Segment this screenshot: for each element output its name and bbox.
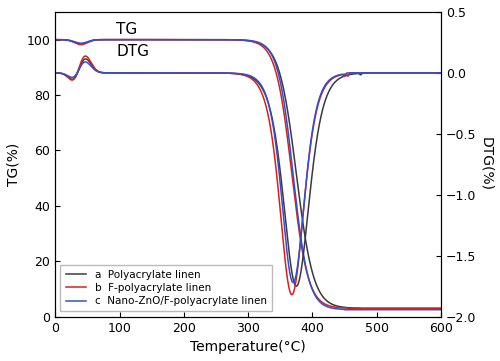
b  F-polyacrylate linen — [118, 38, 124, 42]
a  Polyacrylate linen — [358, 306, 364, 310]
a  Polyacrylate linen — [435, 306, 441, 310]
c  Nano-ZnO/F-polyacrylate linen — [198, 38, 203, 42]
a  Polyacrylate linen — [144, 38, 150, 42]
Text: TG: TG — [116, 22, 138, 37]
a  Polyacrylate linen — [225, 38, 231, 42]
c  Nano-ZnO/F-polyacrylate linen — [342, 308, 347, 312]
b  F-polyacrylate linen — [146, 38, 152, 42]
b  F-polyacrylate linen — [225, 38, 231, 42]
a  Polyacrylate linen — [146, 38, 152, 42]
b  F-polyacrylate linen — [435, 306, 441, 310]
b  F-polyacrylate linen — [142, 38, 148, 42]
c  Nano-ZnO/F-polyacrylate linen — [435, 308, 441, 312]
a  Polyacrylate linen — [438, 306, 444, 310]
c  Nano-ZnO/F-polyacrylate linen — [142, 38, 148, 42]
a  Polyacrylate linen — [52, 38, 58, 42]
b  F-polyacrylate linen — [144, 38, 150, 42]
Legend: a  Polyacrylate linen, b  F-polyacrylate linen, c  Nano-ZnO/F-polyacrylate linen: a Polyacrylate linen, b F-polyacrylate l… — [60, 265, 272, 312]
b  F-polyacrylate linen — [438, 306, 444, 310]
b  F-polyacrylate linen — [345, 306, 351, 310]
c  Nano-ZnO/F-polyacrylate linen — [52, 38, 58, 42]
a  Polyacrylate linen — [198, 38, 203, 42]
X-axis label: Temperature(°C): Temperature(°C) — [190, 340, 306, 354]
b  F-polyacrylate linen — [52, 38, 58, 42]
Text: DTG: DTG — [116, 44, 150, 59]
c  Nano-ZnO/F-polyacrylate linen — [146, 38, 152, 42]
b  F-polyacrylate linen — [198, 38, 203, 42]
c  Nano-ZnO/F-polyacrylate linen — [438, 308, 444, 312]
c  Nano-ZnO/F-polyacrylate linen — [119, 38, 125, 42]
c  Nano-ZnO/F-polyacrylate linen — [144, 38, 150, 42]
a  Polyacrylate linen — [142, 38, 148, 42]
Y-axis label: DTG(%): DTG(%) — [479, 137, 493, 191]
c  Nano-ZnO/F-polyacrylate linen — [225, 38, 231, 42]
Line: a  Polyacrylate linen: a Polyacrylate linen — [55, 40, 441, 308]
a  Polyacrylate linen — [117, 38, 123, 42]
Line: c  Nano-ZnO/F-polyacrylate linen: c Nano-ZnO/F-polyacrylate linen — [55, 40, 441, 310]
Line: b  F-polyacrylate linen: b F-polyacrylate linen — [55, 40, 441, 308]
Y-axis label: TG(%): TG(%) — [7, 143, 21, 186]
